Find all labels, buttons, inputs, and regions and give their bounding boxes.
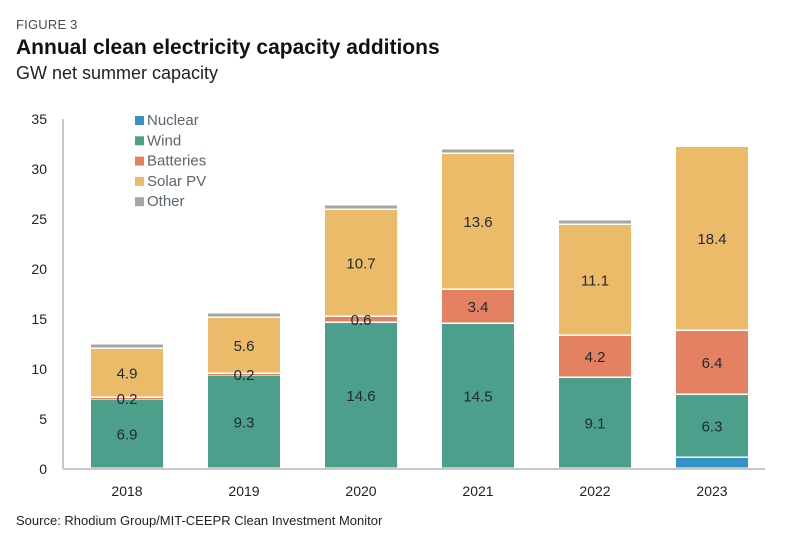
legend-label: Nuclear <box>147 112 199 129</box>
bar-segment-other-2021 <box>442 149 514 153</box>
bar-segment-wind-2021 <box>442 324 514 468</box>
x-tick-label: 2022 <box>579 483 610 499</box>
bars <box>91 147 748 468</box>
data-label-wind-2019: 9.3 <box>234 415 255 432</box>
data-label-solar-pv-2021: 13.6 <box>463 214 492 231</box>
data-label-solar-pv-2022: 11.1 <box>581 273 609 290</box>
bar-segment-batteries-2019 <box>208 374 280 376</box>
legend-item-solar-pv: Solar PV <box>135 173 206 190</box>
legend-label: Other <box>147 193 185 210</box>
bar-stack-2021 <box>442 149 514 468</box>
data-label-batteries-2023: 6.4 <box>702 355 723 372</box>
legend-swatch <box>135 176 144 186</box>
data-label-batteries-2021: 3.4 <box>468 299 489 316</box>
bar-segment-solar-pv-2019 <box>208 318 280 373</box>
legend-item-wind: Wind <box>135 132 181 149</box>
bar-segment-wind-2018 <box>91 400 163 468</box>
x-tick-label: 2019 <box>228 483 259 499</box>
bar-segment-solar-pv-2020 <box>325 210 397 316</box>
data-label-wind-2023: 6.3 <box>702 419 723 436</box>
y-tick-label: 15 <box>31 311 47 327</box>
bar-segment-batteries-2022 <box>559 336 631 377</box>
bar-stack-2022 <box>559 220 631 468</box>
bar-stack-2019 <box>208 313 280 468</box>
data-label-batteries-2022: 4.2 <box>585 349 606 366</box>
y-axis-ticks: 0 5 10 15 20 25 30 35 <box>31 111 47 477</box>
legend-label: Solar PV <box>147 173 206 190</box>
bar-segment-wind-2019 <box>208 376 280 468</box>
data-label-solar-pv-2020: 10.7 <box>346 256 375 273</box>
data-label-solar-pv-2018: 4.9 <box>117 366 138 383</box>
x-tick-label: 2023 <box>696 483 727 499</box>
bar-segment-batteries-2021 <box>442 290 514 323</box>
legend-swatch <box>135 116 144 125</box>
chart-subtitle: GW net summer capacity <box>16 63 219 83</box>
data-labels: 6.9 0.2 4.9 9.3 0.2 5.6 14.6 0.6 10.7 14.5 3.4 13.6… <box>117 214 727 444</box>
x-tick-label: 2018 <box>111 483 142 499</box>
source-note: Source: Rhodium Group/MIT-CEEPR Clean In… <box>16 513 383 528</box>
data-label-batteries-2018: 0.2 <box>117 391 138 408</box>
legend-item-batteries: Batteries <box>135 153 206 170</box>
legend-item-nuclear: Nuclear <box>135 112 199 129</box>
data-label-wind-2022: 9.1 <box>585 416 606 433</box>
data-label-batteries-2020: 0.6 <box>351 312 372 329</box>
data-label-solar-pv-2023: 18.4 <box>697 231 726 248</box>
y-tick-label: 10 <box>31 361 47 377</box>
bar-segment-solar-pv-2021 <box>442 154 514 289</box>
legend-label: Batteries <box>147 153 206 170</box>
bar-segment-wind-2022 <box>559 378 631 468</box>
x-tick-label: 2021 <box>462 483 493 499</box>
data-label-batteries-2019: 0.2 <box>234 367 255 384</box>
bar-segment-nuclear-2023 <box>676 458 748 468</box>
x-axis-ticks: 2018 2019 2020 2021 2022 2023 <box>111 483 727 499</box>
bar-segment-wind-2023 <box>676 395 748 457</box>
data-label-solar-pv-2019: 5.6 <box>234 338 255 355</box>
y-tick-label: 35 <box>31 111 47 127</box>
bar-segment-solar-pv-2023 <box>676 147 748 330</box>
bar-stack-2023 <box>676 147 748 468</box>
bar-segment-batteries-2023 <box>676 331 748 394</box>
y-tick-label: 25 <box>31 211 47 227</box>
bar-segment-solar-pv-2018 <box>91 349 163 397</box>
data-label-wind-2021: 14.5 <box>463 389 492 406</box>
data-label-wind-2020: 14.6 <box>346 388 375 405</box>
bar-segment-other-2022 <box>559 220 631 224</box>
x-tick-label: 2020 <box>345 483 376 499</box>
legend-item-other: Other <box>135 193 185 210</box>
legend-label: Wind <box>147 132 181 149</box>
bar-segment-other-2020 <box>325 205 397 209</box>
legend-swatch <box>135 197 144 207</box>
bar-segment-other-2019 <box>208 313 280 317</box>
y-tick-label: 20 <box>31 261 47 277</box>
y-tick-label: 5 <box>39 411 47 427</box>
legend-swatch <box>135 136 144 146</box>
y-tick-label: 0 <box>39 461 47 477</box>
bar-segment-wind-2020 <box>325 323 397 468</box>
bar-segment-solar-pv-2022 <box>559 225 631 335</box>
data-label-wind-2018: 6.9 <box>117 427 138 444</box>
chart-title: Annual clean electricity capacity additi… <box>16 36 440 59</box>
bar-stack-2020 <box>325 205 397 468</box>
y-tick-label: 30 <box>31 161 47 177</box>
bar-segment-other-2018 <box>91 344 163 348</box>
bar-stack-2018 <box>91 344 163 468</box>
legend-swatch <box>135 156 144 166</box>
figure-label: FIGURE 3 <box>16 17 78 32</box>
bar-segment-batteries-2020 <box>325 317 397 322</box>
bar-segment-batteries-2018 <box>91 398 163 400</box>
legend: Nuclear Wind Batteries Solar PV Other <box>135 112 206 210</box>
